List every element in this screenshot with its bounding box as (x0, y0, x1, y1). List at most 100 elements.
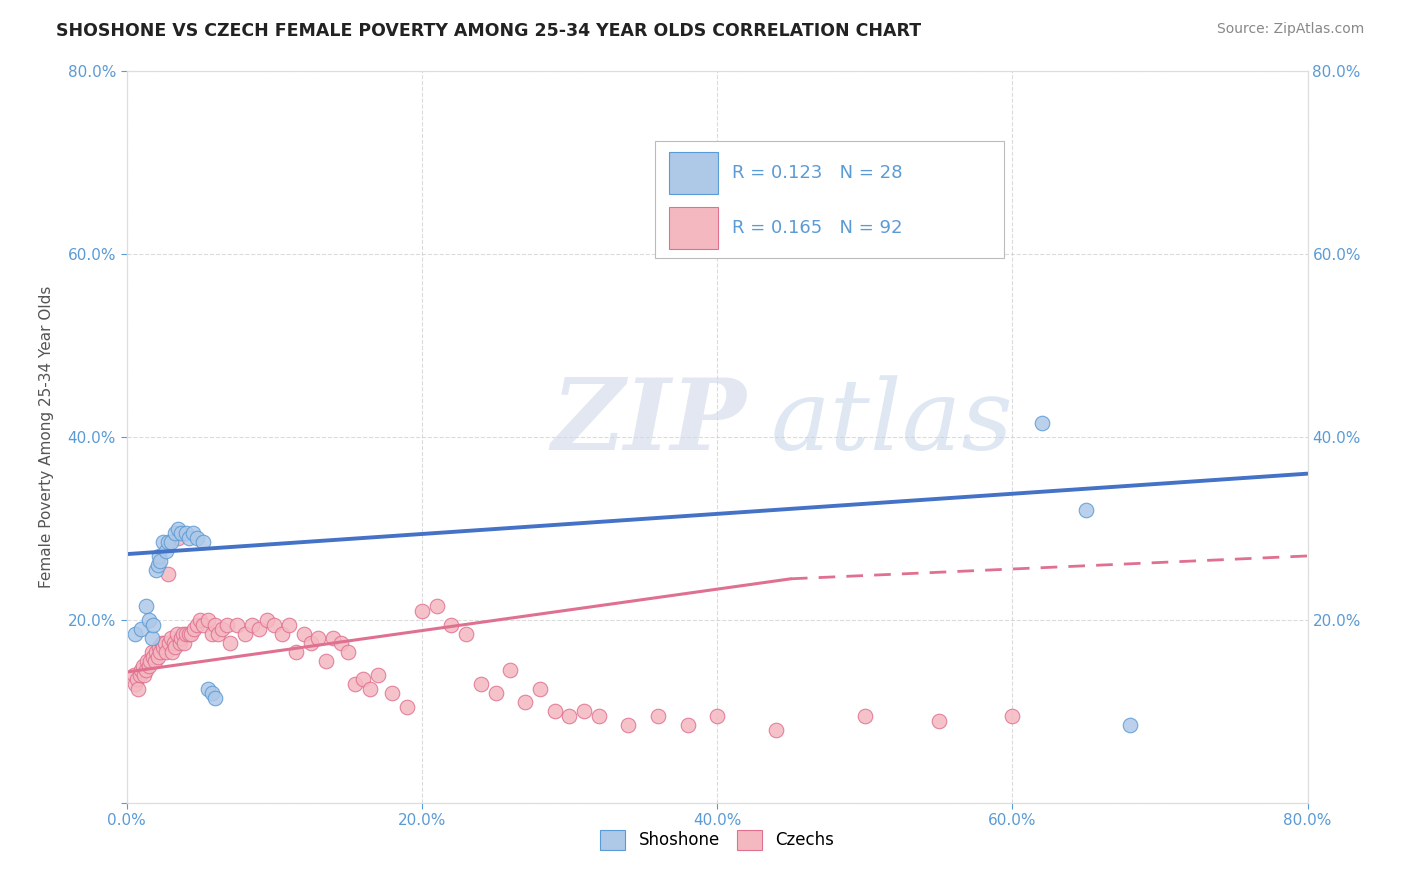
Point (136, 654, 159, 668)
Point (263, 617, 285, 632)
Point (1076, 503, 1098, 517)
Text: Source: ZipAtlas.com: Source: ZipAtlas.com (1216, 22, 1364, 37)
Point (647, 709, 669, 723)
Point (588, 709, 610, 723)
Point (146, 558, 169, 573)
Point (162, 645, 184, 659)
Point (155, 544, 177, 558)
Point (193, 617, 215, 632)
Point (233, 626, 256, 640)
Bar (669, 207, 718, 249)
Point (201, 686, 224, 700)
Point (167, 531, 190, 545)
Point (145, 645, 167, 659)
Point (122, 667, 145, 681)
Point (186, 531, 208, 545)
Point (148, 549, 170, 563)
Point (124, 626, 146, 640)
Point (124, 677, 146, 691)
Y-axis label: Female Poverty Among 25-34 Year Olds: Female Poverty Among 25-34 Year Olds (39, 286, 53, 588)
Point (172, 626, 194, 640)
Text: R = 0.123   N = 28: R = 0.123 N = 28 (733, 164, 903, 182)
Point (706, 709, 728, 723)
Point (322, 632, 344, 646)
Point (135, 599, 157, 614)
Point (160, 632, 183, 646)
Point (141, 632, 163, 646)
Point (163, 636, 186, 650)
Point (148, 640, 170, 655)
Point (381, 686, 404, 700)
Legend: Shoshone, Czechs: Shoshone, Czechs (593, 823, 841, 856)
Point (149, 645, 172, 659)
Point (174, 526, 197, 541)
Point (249, 622, 271, 636)
Point (256, 613, 278, 627)
Point (145, 563, 167, 577)
Point (128, 667, 150, 681)
Point (142, 649, 165, 664)
Point (183, 622, 205, 636)
Point (132, 658, 155, 673)
Point (152, 535, 174, 549)
Point (278, 617, 301, 632)
Point (146, 649, 169, 664)
Point (359, 681, 381, 696)
Point (188, 613, 212, 627)
Point (142, 617, 165, 632)
Point (396, 699, 419, 714)
Point (170, 632, 193, 646)
Point (226, 617, 249, 632)
Point (529, 681, 551, 696)
Point (180, 626, 202, 640)
Point (484, 686, 508, 700)
Point (292, 626, 315, 640)
Point (676, 718, 699, 732)
Point (1031, 417, 1053, 431)
Point (574, 705, 596, 719)
Point (155, 645, 177, 659)
Point (173, 636, 195, 650)
Point (204, 690, 226, 705)
Point (129, 622, 153, 636)
Point (515, 695, 537, 709)
Point (425, 599, 447, 614)
Point (440, 617, 463, 632)
Point (219, 636, 242, 650)
Point (1119, 718, 1142, 732)
Point (165, 526, 187, 541)
Point (169, 636, 191, 650)
Point (285, 645, 308, 659)
Point (853, 709, 876, 723)
Point (177, 531, 200, 545)
Point (165, 640, 187, 655)
Point (211, 622, 233, 636)
Point (204, 617, 226, 632)
Point (156, 567, 179, 582)
Point (456, 626, 478, 640)
Point (308, 632, 330, 646)
Point (134, 667, 156, 681)
Point (138, 658, 160, 673)
Point (344, 677, 367, 691)
Point (166, 626, 188, 640)
Text: atlas: atlas (770, 375, 1012, 470)
Point (470, 677, 492, 691)
Point (186, 617, 208, 632)
Point (181, 526, 204, 541)
Point (152, 640, 174, 655)
Point (149, 553, 172, 567)
Point (215, 617, 238, 632)
Point (157, 636, 180, 650)
Point (617, 718, 640, 732)
Point (367, 667, 389, 681)
Point (167, 521, 190, 535)
Point (411, 604, 433, 618)
Point (156, 535, 179, 549)
Text: SHOSHONE VS CZECH FEMALE POVERTY AMONG 25-34 YEAR OLDS CORRELATION CHART: SHOSHONE VS CZECH FEMALE POVERTY AMONG 2… (56, 22, 921, 40)
Point (127, 681, 149, 696)
Point (765, 723, 787, 737)
Point (352, 673, 374, 687)
Point (315, 654, 337, 668)
Point (174, 626, 197, 640)
